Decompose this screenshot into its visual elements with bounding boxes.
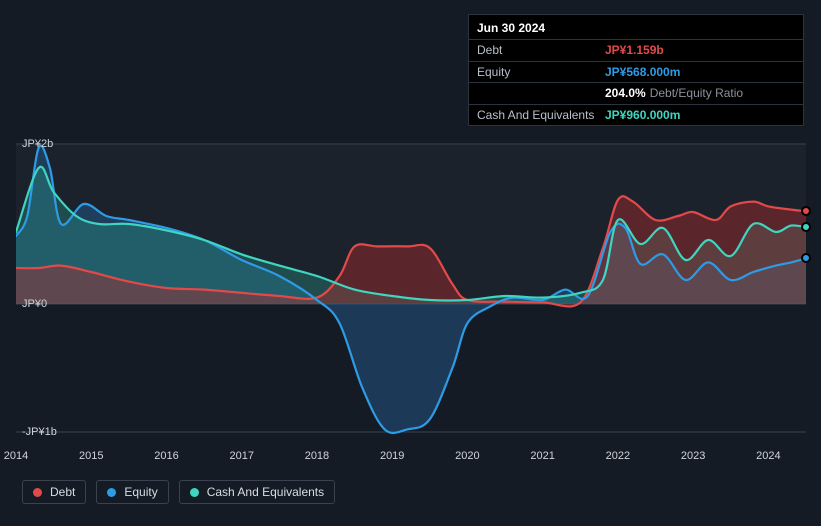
x-tick-label: 2021 — [530, 450, 554, 462]
x-tick-label: 2024 — [756, 450, 780, 462]
x-tick-label: 2016 — [154, 450, 178, 462]
legend-swatch — [107, 488, 116, 497]
series-end-marker — [801, 253, 811, 263]
tooltip-row: Cash And EquivalentsJP¥960.000m — [469, 105, 803, 125]
y-tick-label: JP¥0 — [22, 298, 47, 310]
x-tick-label: 2015 — [79, 450, 103, 462]
tooltip: Jun 30 2024 DebtJP¥1.159bEquityJP¥568.00… — [468, 14, 804, 126]
x-tick-label: 2018 — [305, 450, 329, 462]
tooltip-row: DebtJP¥1.159b — [469, 40, 803, 61]
y-tick-label: -JP¥1b — [22, 426, 57, 438]
legend-swatch — [33, 488, 42, 497]
x-tick-label: 2019 — [380, 450, 404, 462]
x-tick-label: 2014 — [4, 450, 28, 462]
legend-item[interactable]: Equity — [96, 480, 168, 504]
legend-label: Debt — [50, 485, 75, 499]
x-tick-label: 2017 — [229, 450, 253, 462]
x-axis: 2014201520162017201820192020202120222023… — [16, 450, 806, 470]
x-tick-label: 2023 — [681, 450, 705, 462]
legend-item[interactable]: Cash And Equivalents — [179, 480, 335, 504]
series-end-marker — [801, 222, 811, 232]
legend-label: Cash And Equivalents — [207, 485, 324, 499]
tooltip-row: 204.0%Debt/Equity Ratio — [469, 83, 803, 104]
y-tick-label: JP¥2b — [22, 138, 53, 150]
series-end-marker — [801, 206, 811, 216]
legend-item[interactable]: Debt — [22, 480, 86, 504]
tooltip-row-extra: Debt/Equity Ratio — [650, 86, 743, 100]
legend: Debt Equity Cash And Equivalents — [22, 480, 335, 504]
tooltip-row-value: JP¥1.159b — [605, 43, 795, 57]
tooltip-row: EquityJP¥568.000m — [469, 62, 803, 83]
tooltip-row-value: 204.0%Debt/Equity Ratio — [605, 86, 795, 100]
x-tick-label: 2022 — [606, 450, 630, 462]
tooltip-date: Jun 30 2024 — [469, 15, 803, 40]
tooltip-row-label — [477, 86, 605, 100]
tooltip-row-value: JP¥568.000m — [605, 65, 795, 79]
tooltip-row-label: Cash And Equivalents — [477, 108, 605, 122]
tooltip-row-value: JP¥960.000m — [605, 108, 795, 122]
legend-swatch — [190, 488, 199, 497]
tooltip-row-label: Debt — [477, 43, 605, 57]
tooltip-row-label: Equity — [477, 65, 605, 79]
legend-label: Equity — [124, 485, 157, 499]
x-tick-label: 2020 — [455, 450, 479, 462]
chart-svg — [16, 124, 806, 444]
chart-root: Jun 30 2024 DebtJP¥1.159bEquityJP¥568.00… — [0, 0, 821, 526]
